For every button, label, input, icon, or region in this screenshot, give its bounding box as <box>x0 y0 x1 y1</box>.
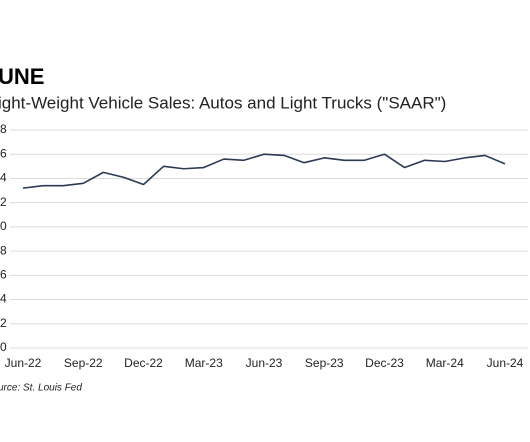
x-tick-label: Dec-22 <box>124 356 163 370</box>
y-tick-label: 0 <box>0 340 7 354</box>
y-tick-label: 6 <box>0 268 7 282</box>
y-tick-label: 8 <box>0 243 7 257</box>
y-tick-label: 0 <box>0 219 7 233</box>
y-tick-label: 4 <box>0 171 7 185</box>
chart-subtitle: ight-Weight Vehicle Sales: Autos and Lig… <box>0 93 446 112</box>
chart-title: UNE <box>0 64 44 89</box>
source: urce: St. Louis Fed <box>0 383 82 394</box>
x-tick-label: Sep-22 <box>64 356 103 370</box>
y-tick-label: 8 <box>0 122 7 136</box>
x-tick-label: Jun-24 <box>487 356 524 370</box>
x-tick-label: Mar-23 <box>185 356 223 370</box>
series-line <box>22 153 506 189</box>
y-tick-label: 6 <box>0 146 7 160</box>
y-tick-label: 2 <box>0 195 7 209</box>
x-tick-label: Dec-23 <box>365 356 404 370</box>
y-tick-label: 4 <box>0 292 7 306</box>
x-tick-label: Mar-24 <box>426 356 464 370</box>
y-tick-label: 2 <box>0 316 7 330</box>
x-tick-label: Jun-22 <box>5 356 42 370</box>
x-tick-label: Sep-23 <box>305 356 344 370</box>
x-tick-label: Jun-23 <box>246 356 283 370</box>
